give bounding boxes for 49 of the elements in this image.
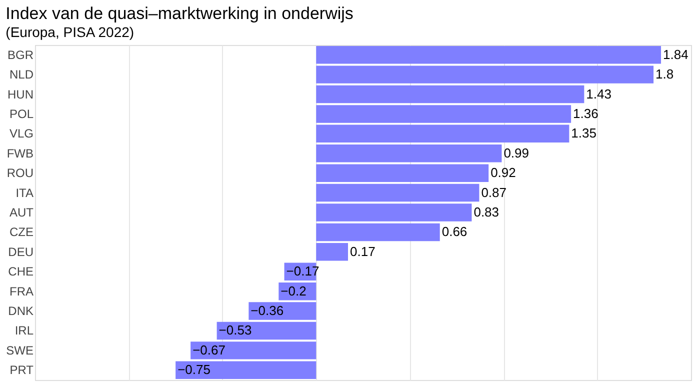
chart-title: Index van de quasi–marktwerking in onderwijs: [6, 4, 354, 23]
data-label: 0.99: [504, 145, 530, 160]
y-tick-label: PRT: [10, 363, 34, 378]
bar: [316, 66, 654, 84]
y-tick-label: NLD: [9, 68, 34, 82]
y-tick-label: DEU: [8, 244, 34, 259]
data-label: 0.87: [481, 184, 507, 200]
y-tick-label: SWE: [6, 343, 34, 358]
y-tick-label: CHE: [8, 264, 34, 279]
bar: [316, 223, 440, 242]
y-tick-label: VLG: [9, 126, 34, 141]
data-label: 1.36: [573, 106, 598, 121]
y-tick-label: FRA: [10, 284, 34, 298]
bar: [190, 342, 316, 360]
y-tick-label: CZE: [10, 225, 34, 240]
bar: [316, 46, 662, 64]
data-label: 0.17: [350, 244, 376, 259]
y-tick-label: BGR: [7, 48, 34, 62]
bar: [216, 322, 316, 340]
data-label: −0.75: [178, 362, 210, 378]
data-label: −0.36: [250, 303, 284, 318]
y-tick-label: FWB: [6, 146, 34, 160]
data-label: −0.2: [280, 283, 306, 298]
y-tick-label: AUT: [10, 206, 34, 220]
data-label: −0.53: [218, 322, 252, 338]
data-label: 1.35: [571, 126, 596, 141]
chart-subtitle: (Europa, PISA 2022): [6, 24, 134, 40]
y-tick-label: IRL: [14, 324, 34, 338]
data-label: 0.92: [490, 165, 516, 180]
data-label: −0.17: [286, 264, 320, 279]
bar: [316, 184, 480, 202]
y-tick-label: ROU: [6, 166, 34, 180]
bar: [316, 124, 570, 143]
bar: [316, 105, 572, 123]
y-tick-label: ITA: [16, 186, 34, 200]
bar: [316, 243, 348, 261]
bar: [316, 204, 472, 222]
bar: [176, 361, 316, 380]
data-label: 0.66: [442, 224, 468, 240]
data-label: 0.83: [474, 204, 500, 220]
data-label: −0.67: [192, 342, 226, 358]
data-label: 1.84: [663, 46, 688, 62]
data-label: 1.43: [586, 86, 612, 102]
bar: [248, 302, 316, 320]
y-tick-label: POL: [9, 106, 34, 121]
data-label: 1.8: [656, 66, 674, 82]
y-tick-label: DNK: [8, 304, 34, 318]
bar: [316, 85, 584, 104]
y-tick-label: HUN: [8, 87, 34, 102]
